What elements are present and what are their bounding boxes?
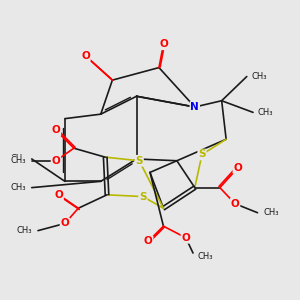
Text: CH₃: CH₃ — [10, 154, 26, 164]
Text: CH₃: CH₃ — [16, 226, 32, 235]
Text: O: O — [182, 233, 190, 243]
Text: O: O — [144, 236, 153, 246]
Text: O: O — [81, 51, 90, 61]
Text: O: O — [52, 156, 60, 166]
Text: O: O — [159, 39, 168, 49]
Text: O: O — [231, 199, 239, 209]
Text: O: O — [233, 163, 242, 173]
Text: N: N — [190, 102, 199, 112]
Text: CH₃: CH₃ — [257, 108, 273, 117]
Text: CH₃: CH₃ — [10, 156, 26, 165]
Text: O: O — [52, 125, 60, 135]
Text: S: S — [139, 192, 147, 202]
Text: CH₃: CH₃ — [10, 183, 26, 192]
Text: O: O — [54, 190, 63, 200]
Text: O: O — [61, 218, 69, 229]
Text: S: S — [136, 156, 143, 166]
Text: CH₃: CH₃ — [263, 208, 279, 217]
Text: CH₃: CH₃ — [197, 251, 213, 260]
Text: CH₃: CH₃ — [251, 72, 267, 81]
Text: S: S — [198, 149, 206, 160]
